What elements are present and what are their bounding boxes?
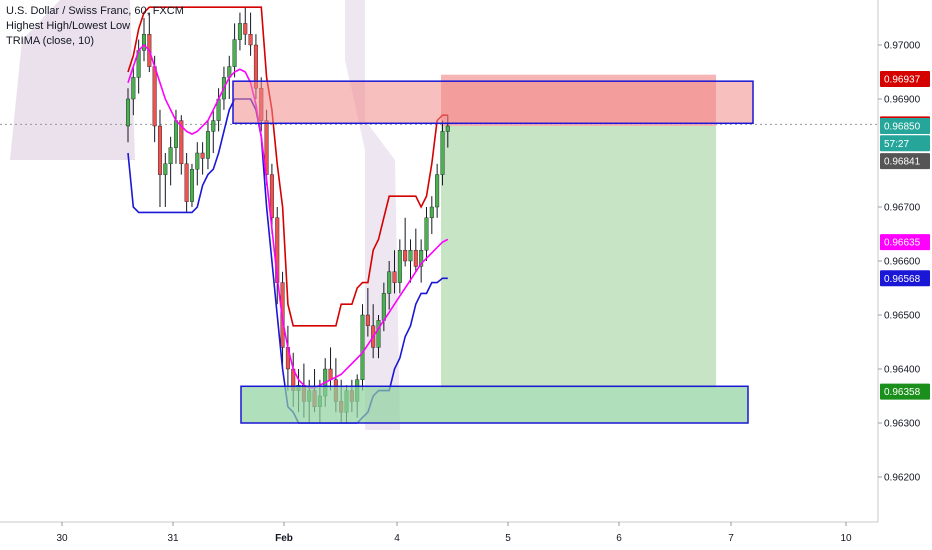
y-tick-label: 0.96300 bbox=[884, 419, 921, 430]
price-tag bbox=[880, 118, 930, 134]
candle-body bbox=[360, 314, 365, 381]
support-box bbox=[240, 385, 749, 424]
take-profit-zone bbox=[441, 126, 716, 388]
candle-body bbox=[328, 368, 333, 381]
candle-body bbox=[435, 174, 440, 208]
cloud-band bbox=[10, 0, 135, 160]
candle-body bbox=[125, 98, 130, 127]
y-tick-label: 0.96900 bbox=[884, 95, 921, 106]
chart-legend: U.S. Dollar / Swiss Franc, 60, FXCM High… bbox=[6, 4, 184, 49]
y-tick-label: 0.96600 bbox=[884, 257, 921, 268]
price-tag-label: 57:27 bbox=[884, 139, 909, 150]
candle-body bbox=[173, 120, 178, 148]
y-tick-label: 0.96400 bbox=[884, 365, 921, 376]
legend-highest-lowest: Highest High/Lowest Low bbox=[6, 20, 131, 32]
y-tick-label: 0.96700 bbox=[884, 203, 921, 214]
candle-body bbox=[211, 120, 216, 132]
legend-trima: TRIMA (close, 10) bbox=[6, 35, 95, 47]
x-tick-label: 10 bbox=[840, 533, 852, 544]
price-tag-label: 0.96850 bbox=[884, 122, 921, 133]
price-tag-label: 0.96841 bbox=[884, 157, 921, 168]
price-tag bbox=[880, 153, 930, 170]
candle-body bbox=[376, 320, 381, 348]
candle-body bbox=[195, 152, 200, 170]
candle-body bbox=[248, 34, 253, 46]
x-tick-label: Feb bbox=[275, 533, 293, 544]
price-tag bbox=[880, 71, 930, 88]
candle-body bbox=[429, 206, 434, 219]
price-tag bbox=[880, 234, 930, 251]
candle-body bbox=[397, 249, 402, 283]
candle-body bbox=[381, 293, 386, 321]
candle-body bbox=[237, 23, 242, 40]
x-tick-label: 5 bbox=[505, 533, 511, 544]
candle-body bbox=[243, 23, 248, 35]
x-tick-label: 31 bbox=[167, 533, 179, 544]
y-tick-label: 0.96500 bbox=[884, 311, 921, 322]
price-tag bbox=[880, 383, 930, 400]
candle-body bbox=[152, 66, 157, 127]
candle-body bbox=[403, 249, 408, 262]
candle-body bbox=[424, 217, 429, 251]
candle-body bbox=[387, 271, 392, 294]
candle-body bbox=[408, 249, 413, 262]
candle-body bbox=[419, 249, 424, 267]
trima-line bbox=[127, 43, 449, 389]
y-tick-label: 0.97000 bbox=[884, 41, 921, 52]
cloud-band bbox=[365, 120, 400, 430]
candle-body bbox=[392, 271, 397, 283]
price-tag-label: 0.96937 bbox=[884, 75, 921, 86]
candle-body bbox=[365, 314, 370, 327]
candle-body bbox=[440, 131, 445, 175]
cloud-band bbox=[345, 0, 365, 150]
candle-body bbox=[157, 125, 162, 175]
candle-body bbox=[232, 39, 237, 67]
candle-body bbox=[413, 249, 418, 267]
candle-body bbox=[189, 168, 194, 202]
highest-high-line bbox=[127, 6, 448, 327]
price-tag bbox=[880, 135, 930, 152]
price-tag-label: 0.96568 bbox=[884, 274, 921, 285]
y-tick-label: 0.96200 bbox=[884, 473, 921, 484]
x-tick-label: 6 bbox=[616, 533, 622, 544]
candle-body bbox=[141, 34, 146, 51]
candle-body bbox=[269, 174, 274, 219]
legend-symbol: U.S. Dollar / Swiss Franc, 60, FXCM bbox=[6, 5, 184, 17]
candle-body bbox=[163, 163, 168, 175]
x-tick-label: 4 bbox=[394, 533, 400, 544]
candle-body bbox=[131, 77, 136, 100]
candle-body bbox=[184, 163, 189, 202]
price-tag-label: 0.96358 bbox=[884, 387, 921, 398]
x-tick-label: 7 bbox=[728, 533, 734, 544]
x-tick-label: 30 bbox=[56, 533, 68, 544]
candle-body bbox=[445, 125, 450, 132]
candle-body bbox=[168, 147, 173, 165]
candle-body bbox=[179, 120, 184, 164]
candle-body bbox=[205, 131, 210, 159]
price-tag-label: 0.96635 bbox=[884, 238, 921, 249]
resistance-box bbox=[232, 80, 754, 125]
price-tag bbox=[880, 270, 930, 287]
candle-body bbox=[200, 152, 205, 159]
